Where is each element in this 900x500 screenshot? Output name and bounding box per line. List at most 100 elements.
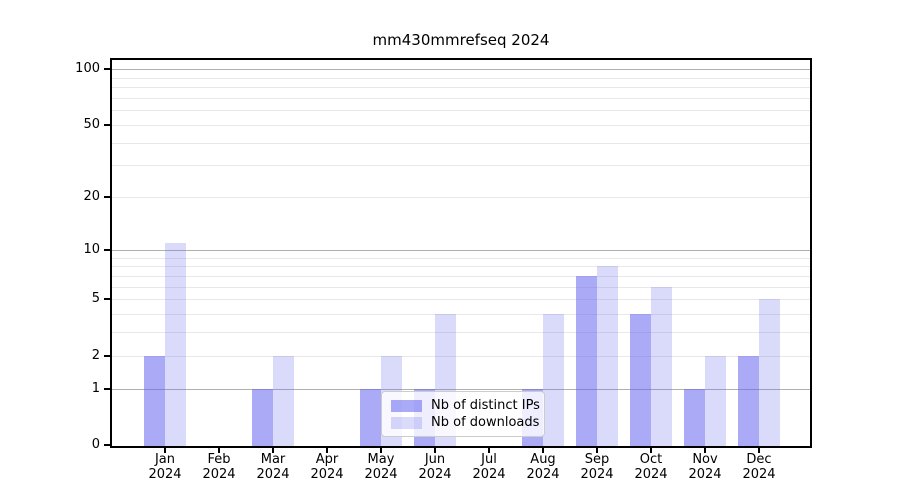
y-gridline-major — [112, 250, 810, 251]
plot-area — [112, 60, 810, 446]
x-tick-year: 2024 — [472, 467, 506, 482]
x-tick-month: Jun — [424, 452, 446, 467]
bar-downloads-sep — [597, 266, 618, 446]
y-tick-label: 2 — [91, 347, 100, 363]
y-gridline-minor — [112, 165, 810, 166]
legend-label-distinct-ips: Nb of distinct IPs — [431, 398, 540, 413]
y-tick-label: 20 — [83, 189, 100, 205]
y-tick — [104, 248, 112, 251]
x-tick-year: 2024 — [202, 467, 236, 482]
x-tick-month: Jul — [481, 452, 497, 467]
x-tick-label: Sep 2024 — [570, 452, 624, 482]
x-tick-year: 2024 — [580, 467, 614, 482]
y-tick — [104, 354, 112, 357]
y-gridline-minor — [112, 356, 810, 357]
x-tick — [272, 448, 274, 453]
y-gridline-minor — [112, 276, 810, 277]
x-tick-year: 2024 — [256, 467, 290, 482]
bar-distinct-ips-oct — [630, 313, 651, 446]
bar-distinct-ips-dec — [738, 355, 759, 446]
y-gridline-minor — [112, 258, 810, 259]
x-tick-year: 2024 — [310, 467, 344, 482]
x-tick — [758, 448, 760, 453]
x-tick-month: Sep — [584, 452, 610, 467]
y-gridline-minor — [112, 266, 810, 267]
y-gridline-major — [112, 389, 810, 390]
x-tick-label: Dec 2024 — [732, 452, 786, 482]
legend-label-downloads: Nb of downloads — [431, 415, 540, 430]
x-tick — [326, 448, 328, 453]
x-tick-label: Jun 2024 — [408, 452, 462, 482]
y-tick-label: 10 — [83, 241, 100, 257]
x-tick — [218, 448, 220, 453]
x-tick-month: Aug — [530, 452, 556, 467]
x-tick-year: 2024 — [418, 467, 452, 482]
x-tick-label: Apr 2024 — [300, 452, 354, 482]
y-gridline-minor — [112, 287, 810, 288]
bar-downloads-oct — [651, 286, 672, 446]
y-gridline-minor — [112, 299, 810, 300]
y-tick-label: 100 — [75, 61, 100, 77]
x-tick-month: Feb — [207, 452, 231, 467]
bar-distinct-ips-mar — [252, 388, 273, 446]
y-axis-line — [110, 58, 112, 448]
chart-title: mm430mmrefseq 2024 — [372, 31, 550, 49]
x-tick-month: May — [367, 452, 395, 467]
y-tick — [104, 444, 112, 446]
x-tick-month: Jan — [154, 452, 176, 467]
x-tick-label: May 2024 — [354, 452, 408, 482]
bar-distinct-ips-nov — [684, 388, 705, 446]
legend-entry-distinct-ips: Nb of distinct IPs — [391, 397, 540, 414]
bar-downloads-mar — [273, 355, 294, 446]
x-tick-month: Apr — [315, 452, 339, 467]
y-tick-label: 50 — [83, 116, 100, 132]
x-tick-label: Mar 2024 — [246, 452, 300, 482]
x-tick-month: Dec — [746, 452, 772, 467]
legend-swatch-downloads — [391, 416, 422, 429]
y-gridline-minor — [112, 78, 810, 79]
legend-entry-downloads: Nb of downloads — [391, 414, 539, 431]
x-tick-month: Oct — [639, 452, 663, 467]
x-tick-label: Jul 2024 — [462, 452, 516, 482]
x-tick — [380, 448, 382, 453]
y-tick — [104, 68, 112, 71]
y-gridline-major — [112, 69, 810, 70]
y-gridline-minor — [112, 332, 810, 333]
y-tick — [104, 196, 112, 199]
bar-downloads-jan — [165, 242, 186, 446]
y-tick-label: 5 — [91, 291, 100, 307]
x-tick — [488, 448, 490, 453]
legend-swatch-distinct-ips — [391, 399, 422, 412]
x-tick-year: 2024 — [148, 467, 182, 482]
x-tick-label: Nov 2024 — [678, 452, 732, 482]
x-tick-year: 2024 — [526, 467, 560, 482]
y-gridline-minor — [112, 197, 810, 198]
x-tick-label: Jan 2024 — [138, 452, 192, 482]
x-tick-year: 2024 — [742, 467, 776, 482]
x-tick-label: Feb 2024 — [192, 452, 246, 482]
x-tick-year: 2024 — [364, 467, 398, 482]
y-gridline-minor — [112, 314, 810, 315]
bar-downloads-nov — [705, 355, 726, 446]
bar-distinct-ips-may — [360, 388, 381, 446]
plot-spine-right — [810, 58, 812, 448]
x-tick — [704, 448, 706, 453]
y-tick-label: 1 — [91, 380, 100, 396]
x-tick — [164, 448, 166, 453]
bar-downloads-dec — [759, 299, 780, 446]
x-tick-year: 2024 — [688, 467, 722, 482]
y-tick-label: 0 — [91, 437, 100, 452]
y-tick — [104, 387, 112, 390]
bar-distinct-ips-sep — [576, 275, 597, 446]
y-tick — [104, 298, 112, 301]
y-tick — [104, 123, 112, 126]
x-axis-line — [110, 446, 812, 448]
y-gridline-minor — [112, 125, 810, 126]
x-tick-month: Nov — [692, 452, 718, 467]
x-tick-label: Oct 2024 — [624, 452, 678, 482]
x-tick-label: Aug 2024 — [516, 452, 570, 482]
x-tick-year: 2024 — [634, 467, 668, 482]
bar-downloads-aug — [543, 313, 564, 446]
x-tick — [434, 448, 436, 453]
y-gridline-minor — [112, 143, 810, 144]
